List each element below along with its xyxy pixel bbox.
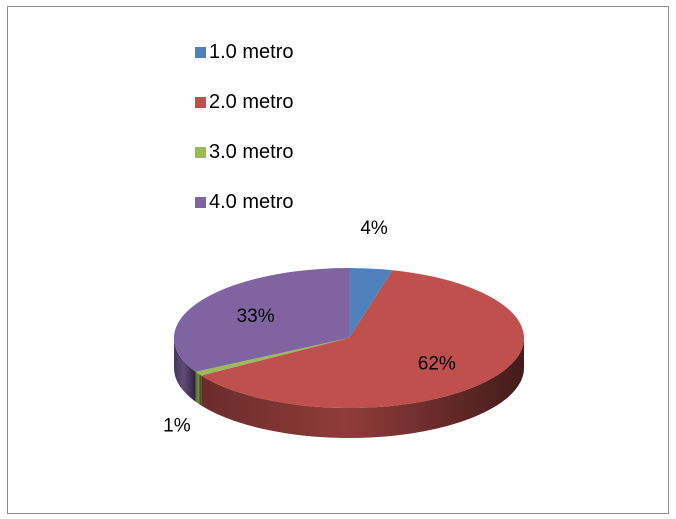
pie-slice-side: [201, 338, 524, 438]
legend-swatch: [195, 97, 206, 108]
legend-swatch: [195, 47, 206, 58]
legend-swatch: [195, 147, 206, 158]
pie-slice-side: [195, 371, 202, 406]
pie-slice-side: [174, 338, 196, 402]
pie-slice: [349, 268, 393, 338]
data-label: 62%: [418, 354, 456, 375]
legend-item: 3.0 metro: [195, 140, 293, 165]
legend-item: 2.0 metro: [195, 90, 293, 115]
pie-slice: [195, 338, 349, 376]
legend: 1.0 metro 2.0 metro 3.0 metro 4.0 metro: [195, 40, 293, 240]
pie-slice: [174, 268, 349, 372]
pie-slice: [201, 270, 525, 409]
legend-item: 1.0 metro: [195, 40, 293, 65]
data-label: 33%: [237, 306, 275, 327]
legend-label: 2.0 metro: [209, 91, 294, 113]
legend-label: 4.0 metro: [209, 191, 294, 213]
legend-label: 1.0 metro: [209, 41, 294, 63]
data-label: 1%: [163, 415, 191, 436]
legend-swatch: [195, 197, 206, 208]
data-label: 4%: [360, 218, 388, 239]
legend-label: 3.0 metro: [209, 141, 294, 163]
legend-item: 4.0 metro: [195, 190, 293, 215]
